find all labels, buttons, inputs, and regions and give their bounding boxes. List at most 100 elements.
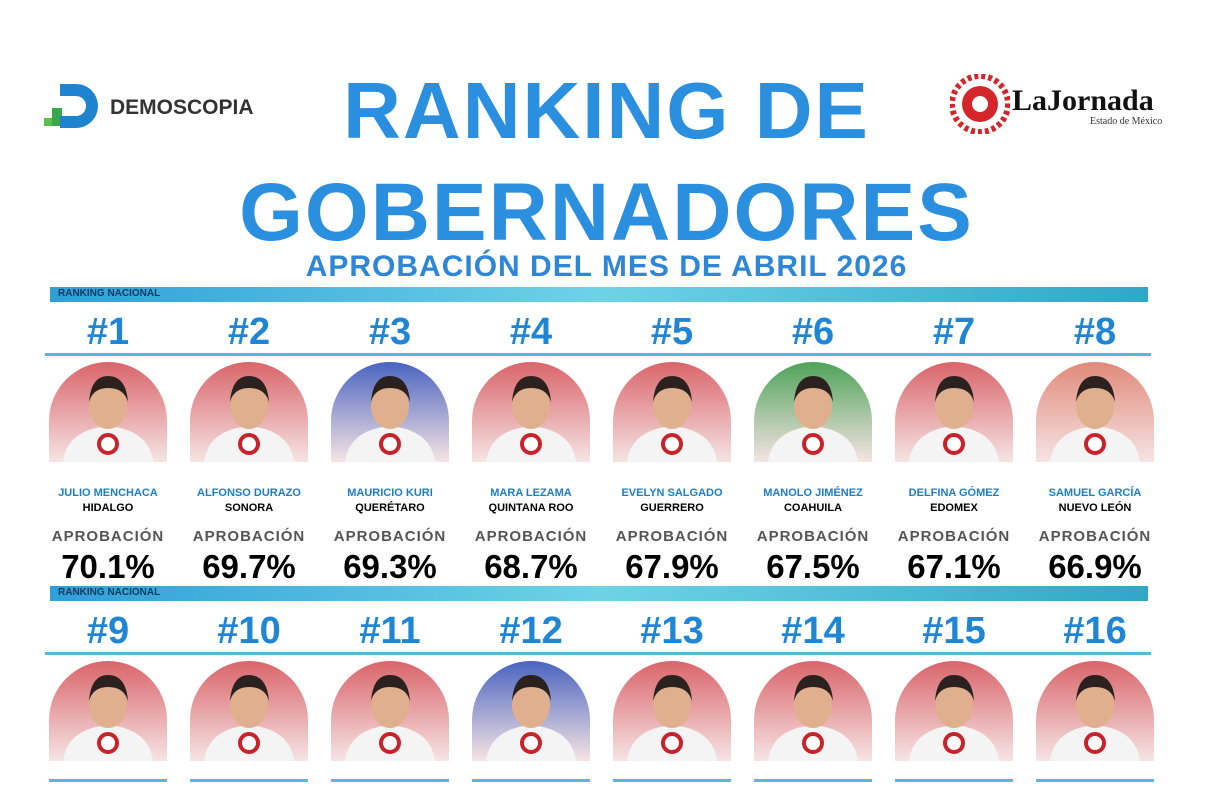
rank: #3 (368, 311, 412, 353)
candidate-name: ALFONSO DURAZO (197, 487, 301, 499)
approval-value: 70.1% (61, 548, 155, 585)
right-logo-sub: Estado de México (1090, 116, 1163, 127)
photo (472, 362, 590, 462)
card-rule (613, 779, 731, 782)
portrait (768, 675, 858, 761)
portrait (63, 376, 153, 462)
subtitle: APROBACIÓN DEL MES DE ABRIL 2026 (305, 250, 908, 283)
candidate-name: DELFINA GÓMEZ (908, 487, 1000, 499)
portrait (63, 675, 153, 761)
approval-value: 67.5% (766, 548, 860, 585)
candidate-name: MANOLO JIMÉNEZ (763, 487, 863, 499)
rank: #4 (509, 311, 553, 353)
section-label: RANKING NACIONAL (58, 288, 161, 299)
portrait (345, 675, 435, 761)
rank: #13 (640, 610, 704, 652)
state: NUEVO LEÓN (1058, 502, 1132, 514)
right-logo-mark (950, 74, 1010, 134)
photo (1036, 661, 1154, 761)
portrait (345, 376, 435, 462)
state: GUERRERO (640, 502, 704, 514)
rank: #14 (781, 610, 845, 652)
portrait (627, 376, 717, 462)
rank: #9 (86, 610, 130, 652)
rank-rule (45, 652, 1151, 655)
section-label: RANKING NACIONAL (58, 587, 161, 598)
photo (1036, 362, 1154, 462)
left-logo-text: DEMOSCOPIA (110, 96, 254, 119)
candidate-name: MAURICIO KURI (347, 487, 433, 499)
portrait (486, 675, 576, 761)
state: QUINTANA ROO (488, 502, 574, 514)
card-rule (331, 779, 449, 782)
photo (895, 661, 1013, 761)
state: EDOMEX (930, 502, 978, 514)
approval-value: 66.9% (1048, 548, 1142, 585)
portrait (768, 376, 858, 462)
card-rule (472, 779, 590, 782)
approval-value: 69.3% (343, 548, 437, 585)
candidate-name: MARA LEZAMA (490, 487, 572, 499)
card-rule (754, 779, 872, 782)
portrait (1050, 376, 1140, 462)
portrait (204, 376, 294, 462)
rank: #2 (227, 311, 271, 353)
state: SONORA (224, 502, 274, 514)
card-rule (1036, 779, 1154, 782)
metric-label: APROBACIÓN (615, 528, 729, 545)
candidate-name: JULIO MENCHACA (58, 487, 158, 499)
rank: #15 (922, 610, 986, 652)
left-logo-mark (44, 84, 98, 128)
photo (613, 362, 731, 462)
title-line-2: GOBERNADORES (239, 167, 974, 258)
rank: #6 (791, 311, 835, 353)
candidate-name: SAMUEL GARCÍA (1048, 487, 1142, 499)
rank: #10 (217, 610, 281, 652)
right-logo-text: LaJornada (1012, 84, 1154, 117)
portrait (909, 675, 999, 761)
approval-value: 68.7% (484, 548, 578, 585)
metric-label: APROBACIÓN (51, 528, 165, 545)
approval-value: 69.7% (202, 548, 296, 585)
portrait (909, 376, 999, 462)
title-line-1: RANKING DE (343, 66, 870, 155)
portrait (1050, 675, 1140, 761)
photo (190, 661, 308, 761)
rank: #8 (1073, 311, 1117, 353)
portrait (204, 675, 294, 761)
photo (613, 661, 731, 761)
portrait (486, 376, 576, 462)
photo (754, 362, 872, 462)
photo (331, 362, 449, 462)
metric-label: APROBACIÓN (333, 528, 447, 545)
rank-rule (45, 353, 1151, 356)
photo (190, 362, 308, 462)
state: HIDALGO (82, 502, 134, 514)
rank: #1 (86, 311, 130, 353)
card-rule (49, 779, 167, 782)
metric-label: APROBACIÓN (756, 528, 870, 545)
state: QUERÉTARO (355, 502, 425, 514)
section-bar: RANKING NACIONAL (50, 287, 1148, 302)
state: COAHUILA (783, 502, 843, 514)
section-bar: RANKING NACIONAL (50, 586, 1148, 601)
metric-label: APROBACIÓN (897, 528, 1011, 545)
rank: #7 (932, 311, 976, 353)
card-rule (190, 779, 308, 782)
rank: #12 (499, 610, 563, 652)
photo (49, 362, 167, 462)
approval-value: 67.1% (907, 548, 1001, 585)
portrait (627, 675, 717, 761)
photo (472, 661, 590, 761)
metric-label: APROBACIÓN (192, 528, 306, 545)
rank: #5 (650, 311, 694, 353)
approval-value: 67.9% (625, 548, 719, 585)
photo (49, 661, 167, 761)
photo (895, 362, 1013, 462)
rank: #11 (359, 610, 421, 652)
card-rule (895, 779, 1013, 782)
rank: #16 (1063, 610, 1127, 652)
photo (754, 661, 872, 761)
photo (331, 661, 449, 761)
